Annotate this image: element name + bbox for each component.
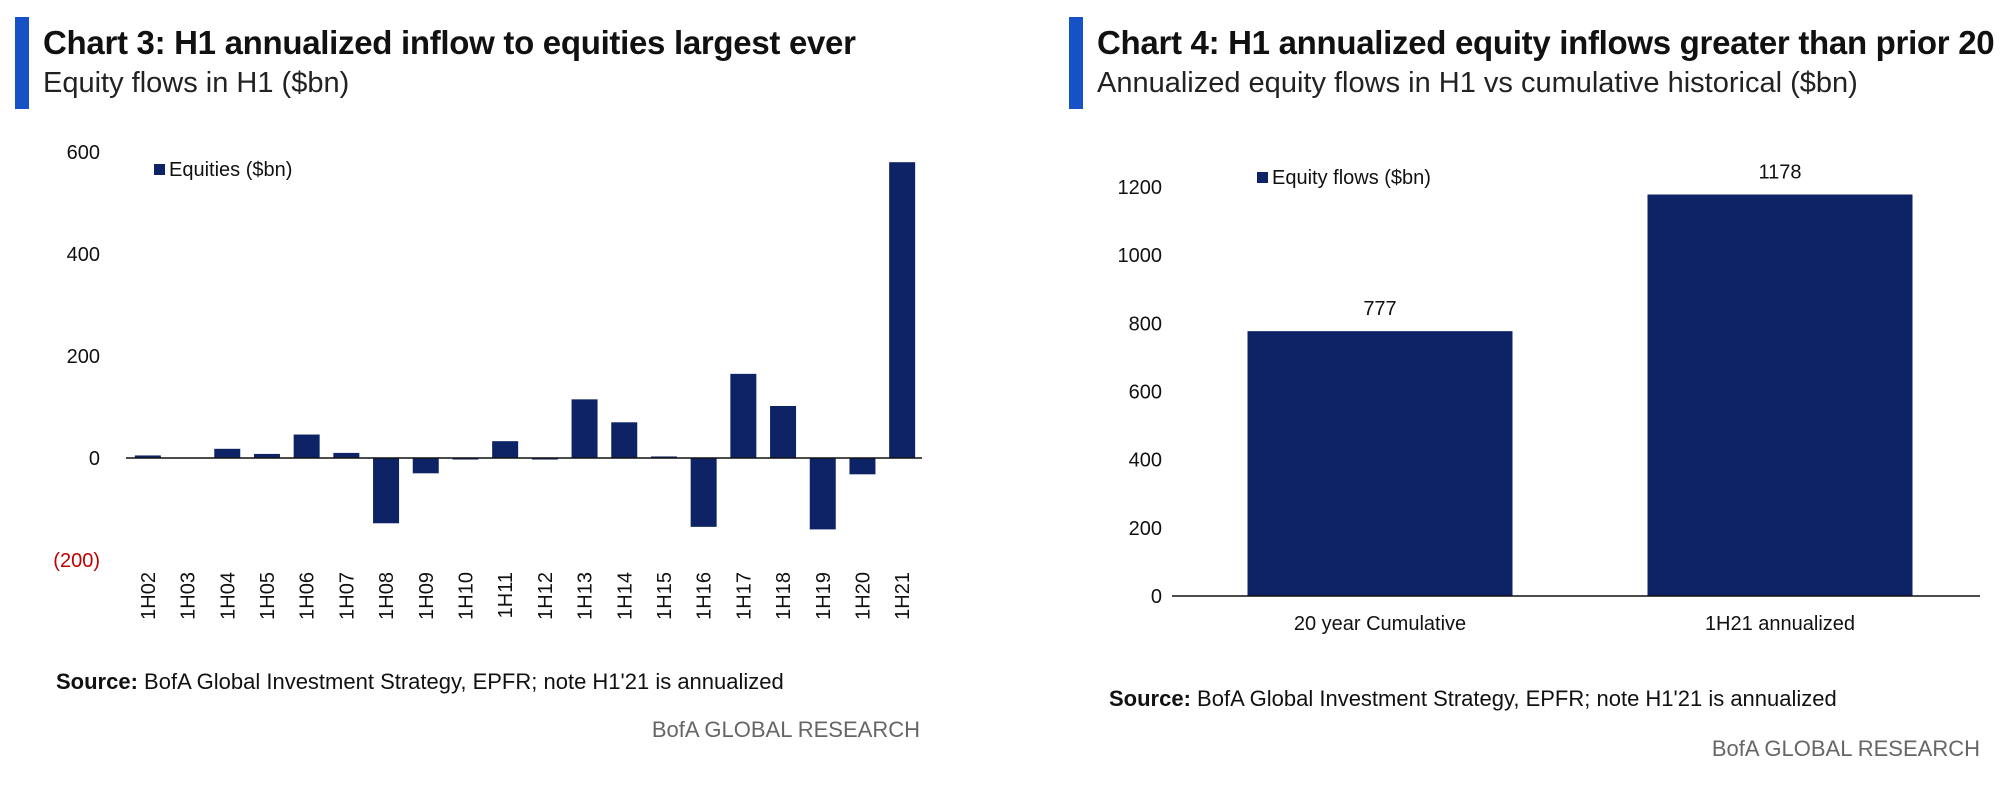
bar-1H16 — [690, 458, 717, 527]
bar-1H05 — [253, 453, 280, 458]
x-tick-label: 1H08 — [376, 572, 398, 620]
x-tick-label: 1H03 — [178, 572, 200, 620]
x-tick-label: 1H11 — [495, 572, 517, 618]
bar-1h21-annualized — [1647, 194, 1913, 596]
source-label: Source: — [1109, 686, 1191, 711]
data-label: 1178 — [1758, 161, 1801, 183]
x-tick-label: 1H19 — [813, 572, 835, 620]
legend: Equity flows ($bn) — [1257, 167, 1431, 189]
bar-1H14 — [611, 422, 638, 458]
source-note: Source: BofA Global Investment Strategy,… — [1109, 686, 1837, 712]
x-tick-label: 1H13 — [575, 572, 597, 620]
bar-1H12 — [531, 458, 558, 460]
legend-swatch — [154, 164, 165, 175]
y-tick-label: 0 — [89, 448, 100, 470]
x-tick-label: 1H02 — [138, 572, 160, 620]
y-axis: 0 200 400 600 800 1000 1200 — [1118, 177, 1163, 608]
bar-1H15 — [650, 456, 677, 458]
chart-4-plot: 0 200 400 600 800 1000 1200 777 1178 20 year Cu… — [1118, 161, 1980, 635]
y-tick-label: 0 — [1151, 586, 1162, 608]
chart-title: Chart 4: H1 annualized equity inflows gr… — [1097, 24, 2000, 61]
bars: 777 1178 — [1247, 161, 1913, 596]
chart-subtitle: Equity flows in H1 ($bn) — [43, 67, 350, 99]
x-tick-label: 1H09 — [416, 572, 438, 620]
x-tick-label: 1H06 — [297, 572, 319, 620]
y-tick-label: 600 — [1129, 382, 1162, 404]
y-tick-label: 400 — [67, 244, 100, 266]
source-label: Source: — [56, 669, 138, 694]
x-tick-label: 1H10 — [455, 572, 477, 620]
y-tick-label: 1200 — [1118, 177, 1163, 199]
bar-1H19 — [809, 458, 836, 530]
x-tick-label: 1H16 — [694, 572, 716, 620]
bar-1H09 — [412, 458, 439, 474]
bar-1H13 — [571, 399, 598, 458]
x-axis-labels: 1H02 1H03 1H04 1H05 1H06 1H07 1H08 1H09 1H10 1H11… — [138, 572, 914, 620]
x-tick-label: 1H04 — [217, 572, 239, 620]
title-accent-bar — [1069, 17, 1083, 109]
x-tick-label: 1H15 — [654, 572, 676, 620]
legend-swatch — [1257, 172, 1268, 183]
x-tick-label: 1H07 — [336, 572, 358, 620]
chart-title: Chart 3: H1 annualized inflow to equitie… — [43, 24, 856, 61]
bars — [134, 162, 916, 530]
x-tick-label: 1H14 — [614, 572, 636, 620]
x-tick-label: 1H05 — [257, 572, 279, 620]
bar-1H07 — [333, 452, 360, 458]
bar-1H10 — [452, 458, 479, 460]
title-accent-bar — [15, 17, 29, 109]
x-tick-label: 1H20 — [852, 572, 874, 620]
x-tick-label: 1H21 annualized — [1705, 613, 1855, 635]
chart-3-panel: Chart 3: H1 annualized inflow to equitie… — [15, 17, 922, 742]
source-text: BofA Global Investment Strategy, EPFR; n… — [144, 669, 784, 694]
bar-1H21 — [889, 162, 916, 458]
source-text: BofA Global Investment Strategy, EPFR; n… — [1197, 686, 1837, 711]
bar-1H02 — [134, 455, 161, 458]
x-tick-label: 1H12 — [535, 572, 557, 620]
y-tick-label: (200) — [53, 550, 100, 572]
y-tick-label: 200 — [1129, 518, 1162, 540]
y-tick-label: 400 — [1129, 450, 1162, 472]
x-axis-labels: 20 year Cumulative 1H21 annualized — [1294, 613, 1855, 635]
x-tick-label: 1H17 — [733, 572, 755, 620]
data-label: 777 — [1363, 298, 1396, 320]
y-tick-label: 600 — [67, 142, 100, 164]
bar-1H06 — [293, 434, 320, 458]
y-axis: (200) 0 200 400 600 — [53, 142, 100, 572]
y-tick-label: 200 — [67, 346, 100, 368]
bar-20-year-cumulative — [1247, 331, 1513, 596]
brand-footer: BofA GLOBAL RESEARCH — [651, 717, 920, 742]
chart-3-plot: (200) 0 200 400 600 1H02 1H03 1H04 1H05 1H06 1H07… — [53, 142, 922, 620]
bar-1H04 — [214, 448, 241, 458]
x-tick-label: 20 year Cumulative — [1294, 613, 1466, 635]
bar-1H20 — [849, 458, 876, 475]
legend-label: Equity flows ($bn) — [1272, 167, 1431, 189]
x-tick-label: 1H18 — [773, 572, 795, 620]
chart-subtitle: Annualized equity flows in H1 vs cumulat… — [1097, 67, 1858, 99]
chart-4-panel: Chart 4: H1 annualized equity inflows gr… — [1055, 0, 2000, 799]
bar-1H18 — [770, 405, 797, 458]
bar-1H17 — [730, 373, 757, 458]
y-tick-label: 800 — [1129, 313, 1162, 335]
y-tick-label: 1000 — [1118, 245, 1163, 267]
source-note: Source: BofA Global Investment Strategy,… — [56, 669, 784, 695]
legend-label: Equities ($bn) — [169, 159, 292, 181]
bar-1H11 — [492, 441, 519, 458]
bar-1H08 — [373, 458, 400, 524]
x-tick-label: 1H21 — [892, 572, 914, 620]
legend: Equities ($bn) — [154, 159, 292, 181]
brand-footer: BofA GLOBAL RESEARCH — [1711, 736, 1980, 761]
